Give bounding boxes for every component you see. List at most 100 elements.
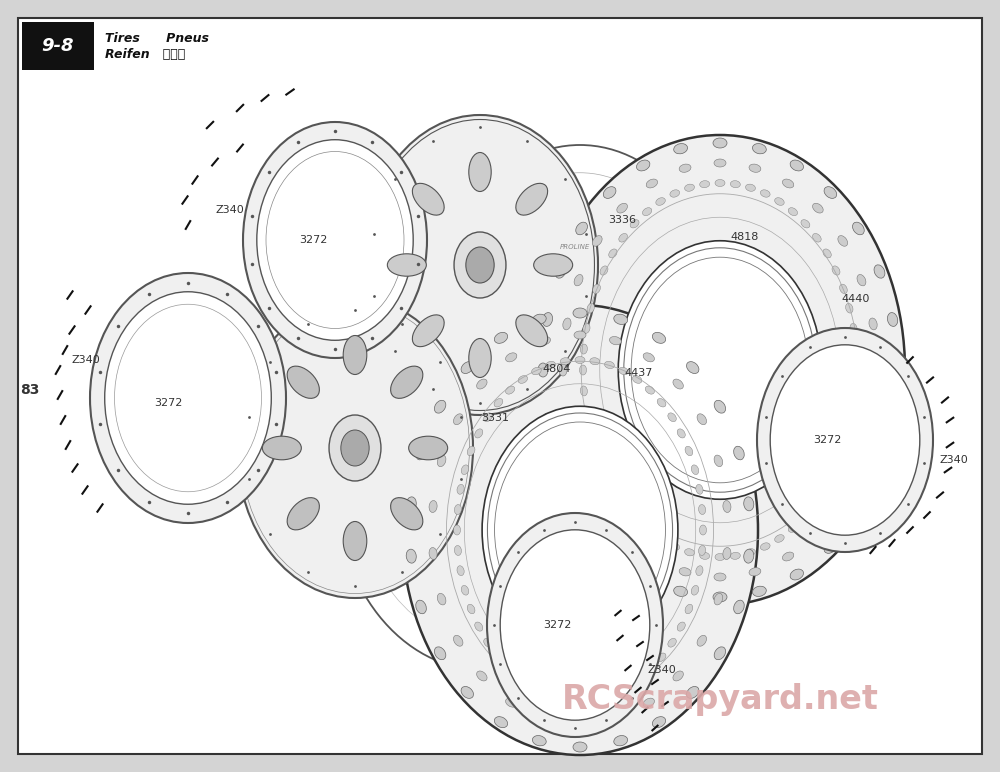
Ellipse shape [482, 406, 678, 654]
Ellipse shape [583, 323, 590, 334]
Ellipse shape [697, 635, 707, 646]
Ellipse shape [691, 465, 699, 475]
Ellipse shape [645, 666, 654, 674]
Ellipse shape [506, 698, 517, 707]
Ellipse shape [824, 542, 837, 554]
Ellipse shape [874, 462, 885, 475]
Ellipse shape [603, 542, 616, 554]
Ellipse shape [416, 600, 426, 614]
Ellipse shape [696, 484, 703, 494]
Ellipse shape [387, 254, 426, 276]
Ellipse shape [823, 249, 831, 258]
Ellipse shape [469, 153, 491, 191]
Ellipse shape [700, 181, 710, 188]
Ellipse shape [329, 415, 381, 481]
Ellipse shape [500, 530, 650, 720]
Ellipse shape [714, 573, 726, 581]
Ellipse shape [590, 696, 600, 703]
Ellipse shape [824, 187, 837, 198]
Ellipse shape [813, 527, 823, 537]
Ellipse shape [801, 220, 810, 228]
Ellipse shape [632, 376, 642, 384]
Ellipse shape [685, 604, 693, 614]
Ellipse shape [590, 357, 600, 364]
Ellipse shape [685, 549, 694, 556]
Ellipse shape [467, 604, 475, 614]
Ellipse shape [853, 344, 860, 354]
Ellipse shape [840, 446, 847, 456]
Ellipse shape [469, 338, 491, 378]
Text: Z340: Z340 [215, 205, 244, 215]
Ellipse shape [461, 361, 473, 374]
Ellipse shape [461, 686, 473, 699]
Ellipse shape [700, 525, 706, 535]
Ellipse shape [619, 686, 628, 692]
Ellipse shape [609, 482, 617, 491]
Ellipse shape [788, 524, 798, 533]
Ellipse shape [532, 314, 546, 324]
Ellipse shape [610, 715, 621, 723]
Ellipse shape [630, 512, 639, 520]
Ellipse shape [873, 364, 881, 376]
Ellipse shape [700, 552, 710, 560]
Ellipse shape [453, 414, 463, 425]
Ellipse shape [587, 427, 594, 437]
Ellipse shape [573, 742, 587, 752]
Text: 4440: 4440 [841, 294, 869, 304]
Ellipse shape [542, 313, 553, 327]
Ellipse shape [391, 498, 423, 530]
Ellipse shape [457, 566, 464, 576]
Ellipse shape [343, 336, 367, 374]
Ellipse shape [730, 552, 740, 560]
Ellipse shape [412, 183, 444, 215]
Ellipse shape [580, 344, 587, 354]
Ellipse shape [838, 494, 848, 504]
Ellipse shape [782, 179, 794, 188]
Ellipse shape [656, 535, 665, 542]
Ellipse shape [287, 498, 319, 530]
Ellipse shape [813, 233, 821, 242]
Text: 3272: 3272 [299, 235, 327, 245]
Text: Reifen   タイヤ: Reifen タイヤ [105, 49, 185, 62]
Ellipse shape [713, 592, 727, 602]
Bar [22, 22, 94, 70]
Ellipse shape [699, 505, 706, 514]
Ellipse shape [790, 160, 803, 171]
Ellipse shape [475, 622, 483, 631]
Ellipse shape [575, 357, 585, 364]
Ellipse shape [617, 527, 627, 537]
Ellipse shape [454, 546, 461, 556]
Ellipse shape [734, 600, 744, 614]
Ellipse shape [646, 179, 658, 188]
Ellipse shape [535, 135, 905, 605]
Ellipse shape [630, 220, 639, 228]
Ellipse shape [484, 638, 492, 647]
Ellipse shape [782, 552, 794, 561]
Ellipse shape [542, 414, 553, 428]
Ellipse shape [539, 715, 550, 723]
Ellipse shape [853, 386, 860, 396]
Ellipse shape [617, 203, 627, 213]
Text: 3272: 3272 [543, 620, 571, 630]
Text: 4804: 4804 [542, 364, 571, 374]
Ellipse shape [593, 446, 600, 456]
Ellipse shape [518, 376, 528, 384]
Ellipse shape [832, 266, 840, 275]
Ellipse shape [243, 122, 427, 358]
Ellipse shape [674, 586, 688, 597]
Ellipse shape [670, 190, 680, 197]
Ellipse shape [538, 363, 548, 377]
Text: RCScrapyard.net: RCScrapyard.net [562, 683, 878, 716]
Ellipse shape [752, 144, 766, 154]
Ellipse shape [434, 647, 446, 660]
Ellipse shape [532, 686, 541, 692]
Ellipse shape [546, 692, 555, 699]
Ellipse shape [506, 386, 515, 394]
Ellipse shape [461, 585, 469, 595]
Ellipse shape [749, 567, 761, 576]
Text: 3331: 3331 [481, 413, 509, 423]
Ellipse shape [730, 181, 740, 188]
Ellipse shape [801, 512, 810, 520]
Ellipse shape [790, 569, 803, 580]
Ellipse shape [457, 484, 464, 494]
